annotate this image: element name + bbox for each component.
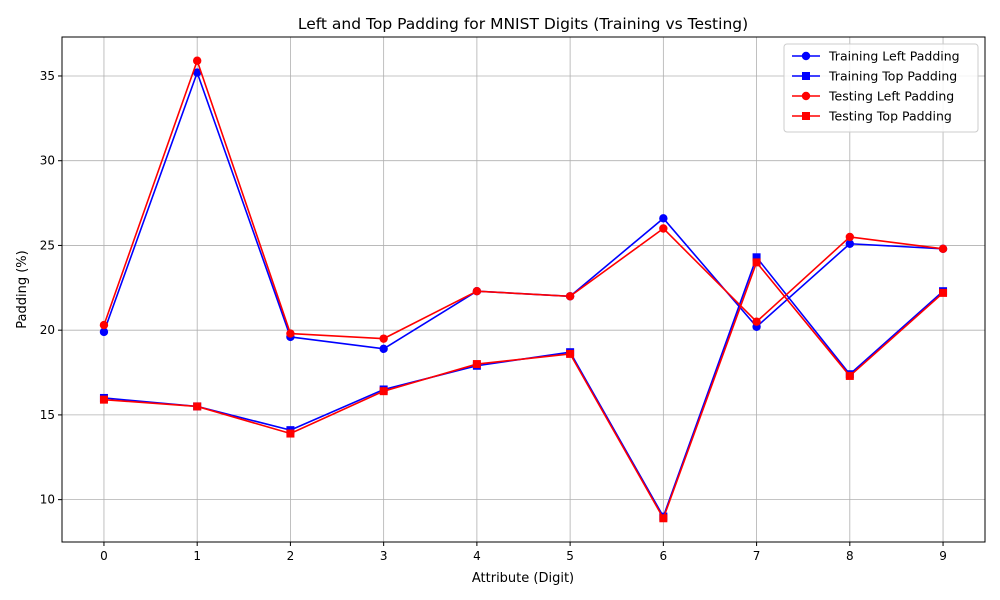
data-point (845, 371, 854, 380)
plot-frame (61, 36, 986, 543)
x-tick-label: 5 (566, 549, 574, 563)
data-point (845, 239, 855, 248)
legend-label: Testing Left Padding (828, 89, 954, 104)
data-point (192, 68, 202, 77)
data-point (99, 320, 109, 330)
y-tick-label: 15 (40, 408, 55, 422)
legend-item: Training Left Padding (792, 49, 960, 64)
y-tick-label: 35 (40, 69, 55, 83)
data-point (472, 360, 481, 369)
data-point (566, 349, 575, 358)
data-point (659, 214, 668, 223)
legend-box (783, 43, 979, 133)
legend: Training Left Padding Training Top Paddin… (783, 43, 979, 133)
legend-label: Training Left Padding (828, 49, 960, 64)
x-tick-label: 0 (100, 549, 108, 563)
y-axis-label: Padding (%) (15, 250, 30, 328)
legend-marker (802, 112, 810, 120)
x-tick-label: 2 (287, 549, 295, 563)
x-tick-label: 8 (846, 549, 854, 563)
data-point (938, 244, 948, 254)
x-axis-label: Attribute (Digit) (472, 571, 574, 586)
legend-item: Testing Left Padding (792, 89, 954, 104)
legend-item: Testing Top Padding (792, 109, 952, 124)
data-point (379, 387, 388, 396)
data-point (379, 344, 388, 354)
legend-marker (802, 72, 810, 80)
y-tick-label: 30 (40, 154, 55, 168)
series-line (103, 261, 944, 520)
x-tick-label: 7 (753, 549, 761, 563)
data-point (379, 334, 388, 343)
series-2 (99, 56, 948, 343)
data-point (752, 317, 761, 326)
data-point (659, 224, 668, 233)
y-tick-label: 20 (40, 323, 55, 337)
y-tick-label: 25 (40, 238, 55, 252)
legend-label: Training Top Padding (828, 69, 957, 84)
data-point (99, 327, 109, 337)
legend-item: Training Top Padding (792, 69, 957, 84)
data-point (472, 286, 482, 296)
data-point (286, 429, 295, 438)
data-point (286, 329, 295, 338)
data-point (99, 395, 108, 404)
legend-marker (801, 51, 811, 61)
series-line (103, 59, 944, 340)
data-point (192, 56, 202, 65)
series-layer (99, 56, 948, 523)
data-point (193, 402, 202, 411)
y-axis: 10 15 20 25 30 35 (40, 69, 62, 507)
x-tick-label: 6 (660, 549, 668, 563)
data-point (659, 514, 668, 523)
x-tick-label: 1 (193, 549, 201, 563)
x-tick-label: 3 (380, 549, 388, 563)
data-point (845, 232, 855, 242)
y-tick-label: 10 (40, 493, 55, 507)
legend-label: Testing Top Padding (828, 109, 952, 124)
x-tick-label: 9 (939, 549, 947, 563)
data-point (565, 292, 575, 301)
data-point (939, 288, 948, 297)
x-axis: 0 1 2 3 4 5 6 7 8 9 (100, 542, 947, 563)
x-tick-label: 4 (473, 549, 481, 563)
legend-marker (801, 91, 811, 101)
data-point (752, 258, 761, 267)
data-point (752, 253, 761, 262)
series-3 (99, 258, 948, 523)
chart-title: Left and Top Padding for MNIST Digits (T… (298, 15, 748, 33)
